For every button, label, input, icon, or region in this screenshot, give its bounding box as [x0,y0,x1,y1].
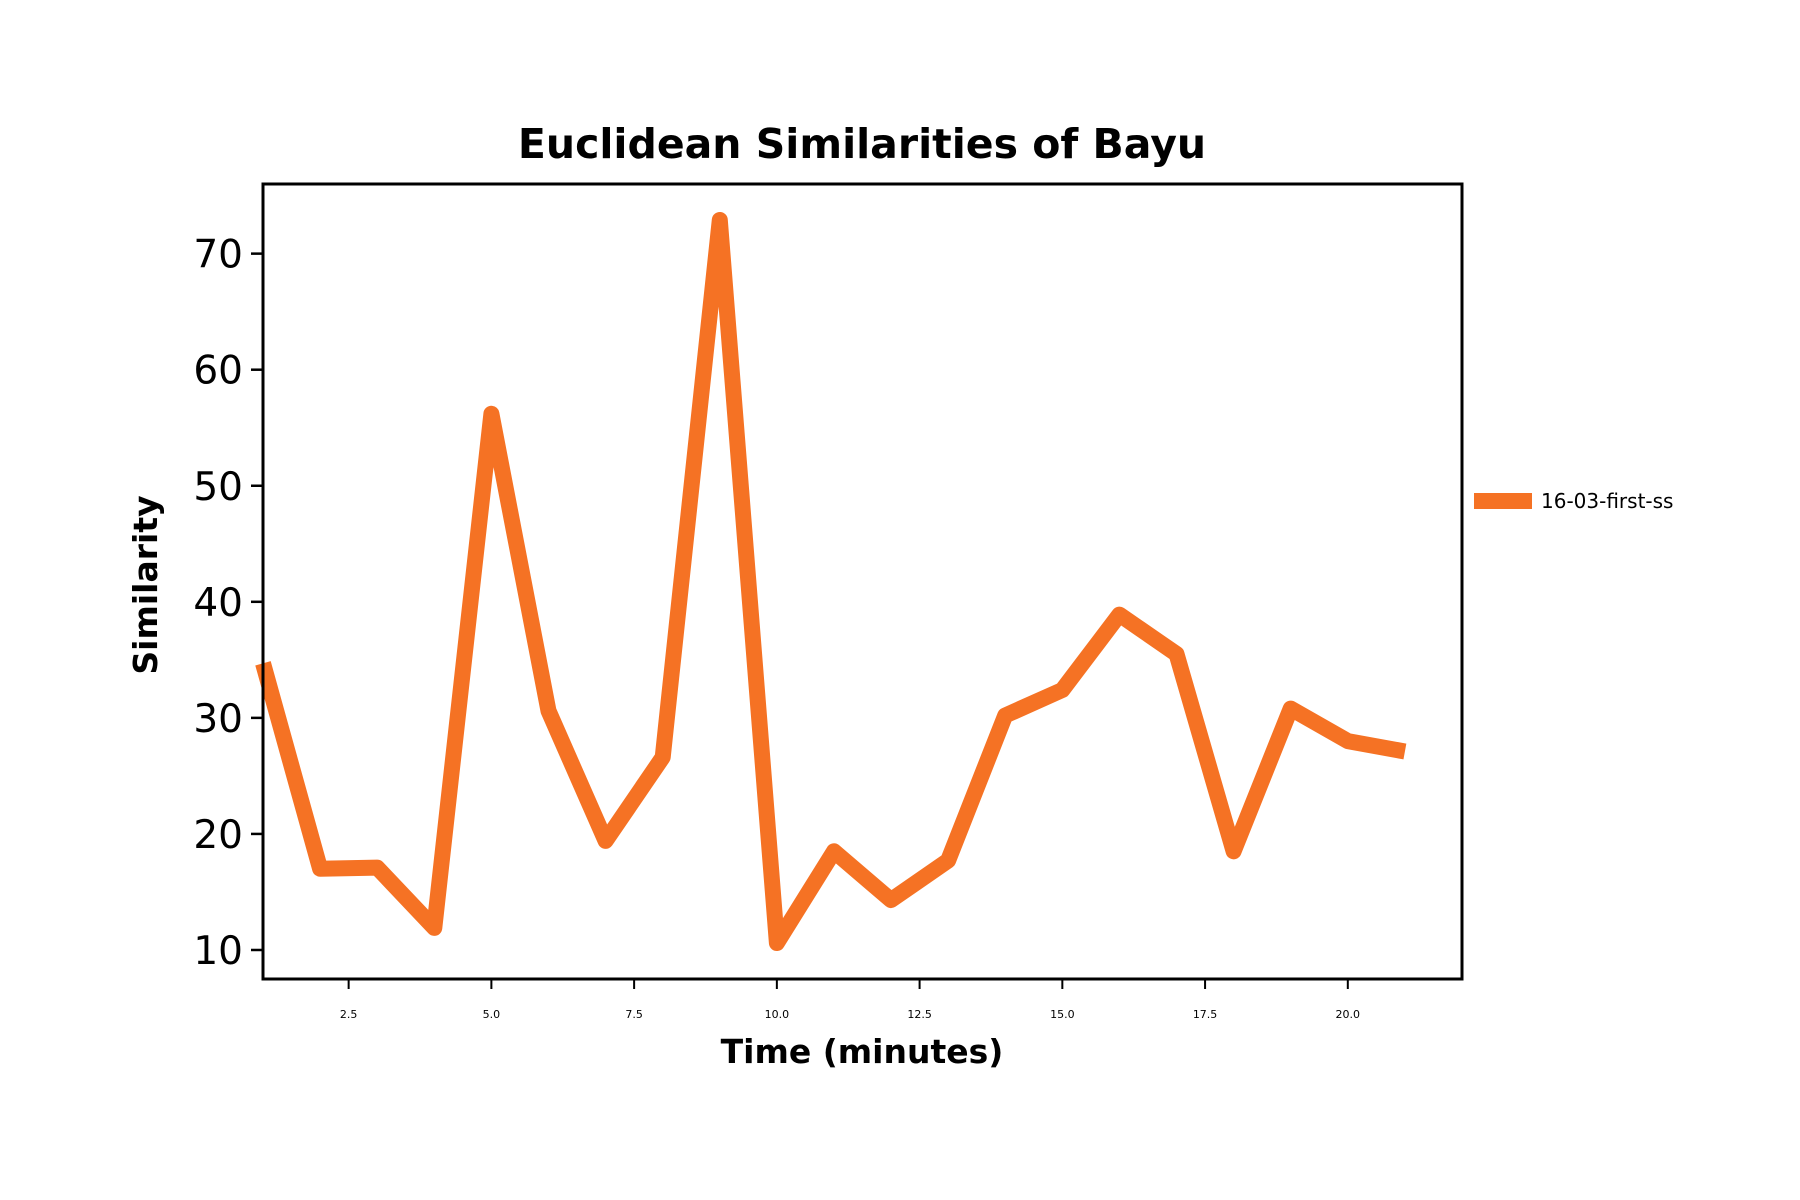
data-point [1175,652,1179,656]
x-tick-label: 10.0 [765,1008,790,1021]
x-tick-label: 12.5 [907,1008,932,1021]
data-point [832,849,836,853]
data-point [775,941,779,945]
y-tick-label: 10 [193,929,243,974]
data-point [889,898,893,902]
data-point [375,866,379,870]
data-point [661,755,665,759]
y-tick-label: 60 [193,349,243,394]
y-tick-label: 70 [193,233,243,278]
y-tick-label: 50 [193,465,243,510]
y-tick-label: 40 [193,581,243,626]
data-point [489,412,493,416]
x-tick-label: 15.0 [1050,1008,1075,1021]
x-tick-label: 2.5 [340,1008,358,1021]
ticks-layer: 10 20 30 40 50 60 70 2.5 5.0 7.5 10.0 12.5 15.0 17.5 2… [193,233,1360,1021]
x-tick-label: 20.0 [1336,1008,1361,1021]
y-axis-label: Similarity [126,495,165,674]
x-axis-label: Time (minutes) [721,1032,1004,1071]
x-tick-label: 7.5 [625,1008,643,1021]
data-point [1232,849,1236,853]
chart-title: Euclidean Similarities of Bayu [518,120,1206,168]
x-tick-label: 5.0 [483,1008,501,1021]
data-point [318,867,322,871]
legend-label: 16-03-first-ss [1541,489,1673,513]
x-tick-label: 17.5 [1193,1008,1218,1021]
data-point [718,218,722,222]
y-tick-label: 20 [193,813,243,858]
data-point [432,926,436,930]
data-point [604,839,608,843]
series-line-0 [255,212,1407,951]
legend: 16-03-first-ss [1474,489,1673,513]
plot-frame [261,182,1464,981]
data-point [1060,688,1064,692]
data-point [946,859,950,863]
series-layer [255,212,1407,951]
y-tick-label: 30 [193,697,243,742]
data-point [1289,707,1293,711]
data-point [1003,714,1007,718]
data-point [546,709,550,713]
y-axis-label-group: Similarity [126,495,165,674]
data-point [1346,739,1350,743]
data-point [1403,750,1407,754]
data-point [1117,613,1121,617]
